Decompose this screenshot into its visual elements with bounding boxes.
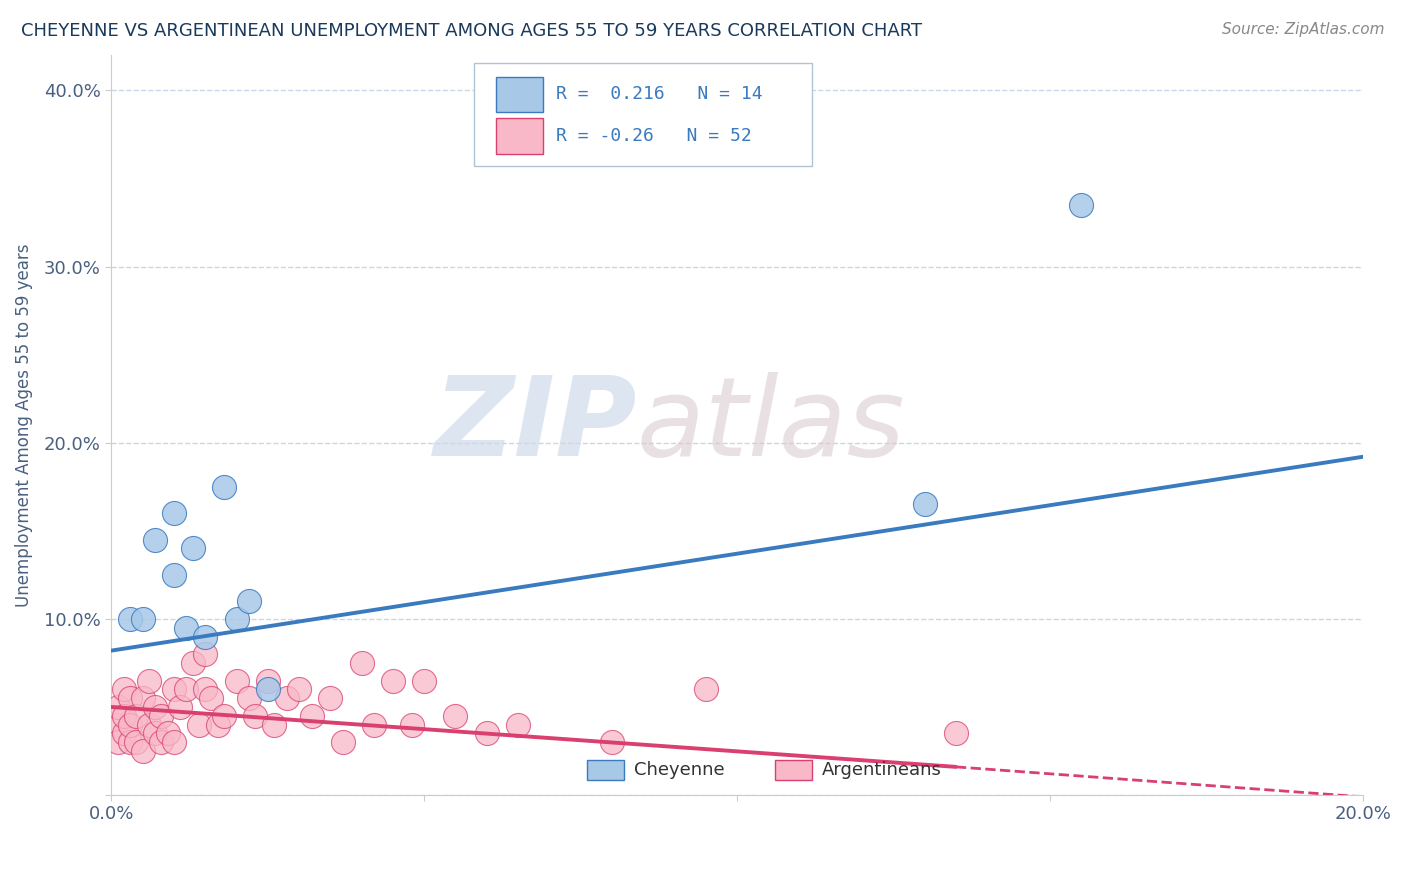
Point — [107, 735, 129, 749]
FancyBboxPatch shape — [586, 760, 624, 780]
Point — [225, 612, 247, 626]
Point — [112, 708, 135, 723]
Y-axis label: Unemployment Among Ages 55 to 59 years: Unemployment Among Ages 55 to 59 years — [15, 244, 32, 607]
Point — [131, 691, 153, 706]
Point — [245, 708, 267, 723]
Point — [112, 682, 135, 697]
Point — [288, 682, 311, 697]
Point — [181, 656, 204, 670]
Point — [238, 691, 260, 706]
Point — [169, 700, 191, 714]
FancyBboxPatch shape — [495, 77, 543, 112]
Point — [143, 533, 166, 547]
Point — [256, 673, 278, 688]
Point — [506, 717, 529, 731]
Point — [112, 726, 135, 740]
Text: CHEYENNE VS ARGENTINEAN UNEMPLOYMENT AMONG AGES 55 TO 59 YEARS CORRELATION CHART: CHEYENNE VS ARGENTINEAN UNEMPLOYMENT AMO… — [21, 22, 922, 40]
Point — [413, 673, 436, 688]
Point — [263, 717, 285, 731]
Point — [176, 621, 198, 635]
Point — [212, 708, 235, 723]
Point — [120, 717, 142, 731]
FancyBboxPatch shape — [775, 760, 813, 780]
Point — [194, 630, 217, 644]
Text: R = -0.26   N = 52: R = -0.26 N = 52 — [555, 127, 751, 145]
Text: Argentineans: Argentineans — [823, 761, 942, 779]
Point — [107, 700, 129, 714]
Point — [225, 673, 247, 688]
Point — [188, 717, 211, 731]
Point — [131, 744, 153, 758]
Point — [150, 708, 173, 723]
Point — [150, 735, 173, 749]
Point — [695, 682, 717, 697]
Point — [256, 682, 278, 697]
Point — [276, 691, 298, 706]
Point — [120, 735, 142, 749]
Text: ZIP: ZIP — [433, 372, 637, 479]
Point — [107, 717, 129, 731]
Text: Source: ZipAtlas.com: Source: ZipAtlas.com — [1222, 22, 1385, 37]
Point — [125, 708, 148, 723]
Point — [143, 726, 166, 740]
Point — [301, 708, 323, 723]
Point — [163, 567, 186, 582]
Point — [120, 691, 142, 706]
Point — [332, 735, 354, 749]
Point — [363, 717, 385, 731]
Text: R =  0.216   N = 14: R = 0.216 N = 14 — [555, 86, 762, 103]
Point — [163, 735, 186, 749]
Text: atlas: atlas — [637, 372, 905, 479]
Point — [120, 612, 142, 626]
FancyBboxPatch shape — [474, 62, 813, 166]
Point — [131, 612, 153, 626]
Point — [238, 594, 260, 608]
Point — [914, 497, 936, 511]
Point — [143, 700, 166, 714]
Point — [138, 717, 160, 731]
Point — [138, 673, 160, 688]
Point — [381, 673, 404, 688]
Point — [319, 691, 342, 706]
Point — [194, 647, 217, 661]
Point — [200, 691, 222, 706]
Text: Cheyenne: Cheyenne — [634, 761, 725, 779]
Point — [212, 480, 235, 494]
Point — [176, 682, 198, 697]
Point — [401, 717, 423, 731]
Point — [207, 717, 229, 731]
Point — [945, 726, 967, 740]
Point — [444, 708, 467, 723]
Point — [475, 726, 498, 740]
Point — [1070, 198, 1092, 212]
Point — [156, 726, 179, 740]
Point — [600, 735, 623, 749]
Point — [163, 682, 186, 697]
Point — [194, 682, 217, 697]
Point — [125, 735, 148, 749]
Point — [181, 541, 204, 556]
Point — [163, 506, 186, 520]
FancyBboxPatch shape — [495, 118, 543, 153]
Point — [350, 656, 373, 670]
